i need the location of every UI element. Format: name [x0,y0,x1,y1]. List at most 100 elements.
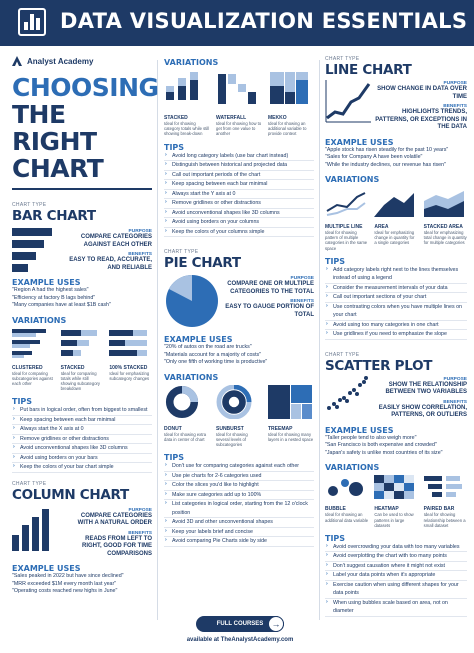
variation-name: TREEMAP [268,425,293,432]
variation-desc: Ideal for showing category totals while … [164,121,210,137]
tips-heading: TIPS [164,453,185,463]
paired-bar-icon [423,476,462,498]
variations-row: CLUSTERED Ideal for comparing subcategor… [12,328,152,392]
tip-item: Color the slices you'd like to highlight [164,480,314,491]
tip-item: Distinguish between historical and proje… [164,160,314,171]
variation-card: MEKKO Ideal for showing an additional va… [268,70,314,137]
tip-item: Call out important periods of the chart [164,170,314,181]
variations-row: BUBBLE Ideal for showing an additional d… [325,475,467,528]
tip-item: Exercise caution when using different sh… [325,580,467,599]
tips-heading: TIPS [325,533,346,543]
chart-type-label: CHART TYPE [164,249,199,256]
benefits-label: BENEFITS [128,530,152,536]
example-item: "While the industry declines, our revenu… [325,161,446,168]
example-item: "Taller people tend to also weigh more" [325,434,417,441]
purpose-text: SHOW CHANGE IN DATA OVER TIME [377,86,467,100]
variation-desc: Ideal for showing an additional variable… [268,121,307,137]
variation-desc: Ideal for showing relationship between a… [423,512,466,528]
tip-item: Use pie charts for 2-6 categories used [164,471,314,482]
brand-mark-icon [12,56,22,66]
column-chart-thumb-icon [12,508,49,551]
example-uses-heading: EXAMPLE USES [12,564,81,574]
variation-name: MULTIPLE LINE [325,224,363,230]
purpose-label: PURPOSE [290,276,314,282]
tip-item: Make sure categories add up to 100% [164,490,314,501]
bubble-chart-icon [328,479,363,497]
treemap-icon [268,384,312,419]
variation-desc: Ideal for showing several levels of subc… [216,431,248,448]
clustered-bar-icon [12,328,46,358]
variation-name: BUBBLE [325,506,346,513]
variation-card: SUNBURST Ideal for showing several level… [216,384,262,448]
variation-name: STACKED [164,115,188,121]
variation-card: AREA Ideal for emphasizing change in qua… [374,187,417,251]
tip-item: Remove gridlines or other distractions [164,198,314,209]
line-chart-thumb-icon [325,80,371,123]
hero-line: CHART [12,154,104,183]
variation-card: STACKED Ideal for comparing totals while… [60,328,104,392]
example-item: "Sales peaked in 2022 but have since dec… [12,573,124,580]
tips-heading: TIPS [12,397,33,407]
tips-list: Don't use for comparing categories again… [164,461,314,547]
benefits-text: EASILY SHOW CORRELATION, PATTERNS, OR OU… [378,404,467,419]
variation-name: AREA [374,224,389,230]
tip-item: Keep the colors of your columns simple [164,227,314,238]
variation-card: HEATMAP Can be used to show patterns in … [374,475,417,528]
tips-list: Avoid long category labels (use bar char… [164,151,314,238]
example-uses-heading: EXAMPLE USES [325,137,394,147]
purpose-label: PURPOSE [128,229,152,234]
bar-chart-logo-icon [18,8,46,36]
percent-stacked-bar-icon [109,329,148,356]
variation-name: STACKED [60,364,85,371]
full-courses-button[interactable]: FULL COURSES [196,616,284,632]
tip-item: Avoid unconventional shapes like 3D colu… [12,443,152,454]
example-item: "Efficiency at factory B lags behind" [12,294,96,301]
tips-heading: TIPS [164,142,185,152]
mekko-icon [270,72,308,104]
purpose-label: PURPOSE [443,81,467,86]
arrow-right-icon[interactable]: → [268,616,284,632]
pie-chart-thumb-icon [166,275,218,328]
multiple-line-icon [326,192,366,216]
tip-item: Avoid long category labels (use bar char… [164,151,314,162]
variation-name: WATERFALL [216,115,247,121]
variation-card: DONUT Ideal for showing extra data in ce… [164,385,210,448]
variation-card: PAIRED BAR Ideal for showing relationshi… [423,475,467,528]
example-item: "20% of autos on the road are trucks" [164,344,252,351]
section-title: LINE CHART [325,62,412,78]
variations-heading: VARIATIONS [12,315,67,325]
tip-item: Use gridlines if you need to emphasize t… [325,329,467,340]
brand: Analyst Academy [12,56,152,66]
tip-item: Avoid overcrowding your data with too ma… [325,542,467,553]
tip-item: Keep spacing between each bar minimal [12,415,152,426]
column-divider [157,60,158,620]
example-item: "Sales for Company A have been volatile" [325,154,423,160]
variation-card: TREEMAP Ideal for showing many layers in… [268,384,314,448]
example-item: "Apple stock has risen steadily for the … [325,146,449,153]
tip-item: Always start the Y axis at 0 [164,189,314,200]
purpose-label: PURPOSE [443,376,467,382]
sunburst-icon [216,384,252,420]
purpose-text: COMPARE CATEGORIES WITH A NATURAL ORDER [77,512,152,527]
variation-name: HEATMAP [374,506,399,513]
heatmap-icon [374,475,415,500]
variations-heading: VARIATIONS [325,175,380,184]
tip-item: Remove gridlines or other distractions [12,434,152,445]
variation-name: CLUSTERED [12,364,43,371]
variation-name: 100% STACKED [109,364,148,371]
variation-desc: Ideal for showing pattern of multiple ca… [325,230,368,251]
hero-heading: CHOOSING THE RIGHT CHART [12,74,159,183]
chart-type-label: CHART TYPE [325,351,360,358]
variation-name: MEKKO [268,115,287,121]
benefits-text: EASY TO READ, ACCURATE, AND RELIABLE [69,257,152,271]
section-title: COLUMN CHART [12,486,129,503]
tip-item: Avoid comparing Pie Charts side by side [164,536,314,547]
tip-item: Always start the X axis at 0 [12,424,152,435]
variation-card: 100% STACKED Ideal for emphasizing subca… [109,328,152,392]
tip-item: When using bubbles scale based on area, … [325,598,467,617]
website-link[interactable]: available at TheAnalystAcademy.com [186,637,294,643]
variation-desc: Ideal for showing how to get from one va… [216,121,262,137]
variation-card: STACKED AREA Ideal for emphasizing total… [423,187,467,251]
example-item: "Many companies have at least $1B cash" [12,302,111,308]
tip-item: Keep the colors of your bar chart simple [12,462,152,473]
